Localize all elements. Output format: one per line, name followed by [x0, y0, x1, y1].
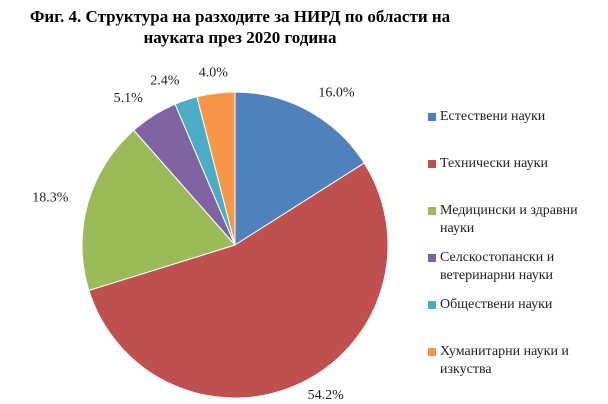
legend-swatch [428, 160, 436, 168]
legend-swatch [428, 254, 436, 262]
data-label: 2.4% [150, 73, 180, 88]
legend-swatch [428, 113, 436, 121]
pie-slice [81, 129, 236, 292]
legend-swatch [428, 348, 436, 356]
legend-item: Естествени науки [424, 108, 604, 155]
legend-label: Естествени науки [440, 109, 546, 124]
pie-slice [234, 91, 365, 246]
legend-item: Медицински и здравни науки [424, 202, 604, 249]
legend: Естествени науки Технически науки Медицинс… [424, 108, 604, 390]
data-label: 54.2% [308, 388, 345, 403]
legend-item: Обществени науки [424, 296, 604, 343]
legend-swatch [428, 301, 436, 309]
legend-label: Хуманитарни науки и изкуства [440, 344, 569, 377]
data-label: 4.0% [199, 66, 229, 81]
legend-item: Хуманитарни науки и изкуства [424, 343, 604, 390]
data-label: 16.0% [318, 86, 355, 101]
pie-slice [196, 91, 236, 246]
pie-slice [88, 162, 389, 399]
legend-label: Медицински и здравни науки [440, 203, 578, 236]
legend-label: Селскостопански и ветеринарни науки [440, 250, 555, 283]
legend-item: Технически науки [424, 155, 604, 202]
legend-label: Технически науки [440, 156, 548, 171]
chart-title: Фиг. 4. Структура на разходите за НИРД п… [29, 7, 451, 47]
data-label: 18.3% [32, 191, 69, 206]
legend-label: Обществени науки [440, 297, 553, 312]
legend-item: Селскостопански и ветеринарни науки [424, 249, 604, 296]
legend-swatch [428, 207, 436, 215]
data-label: 5.1% [114, 91, 144, 106]
